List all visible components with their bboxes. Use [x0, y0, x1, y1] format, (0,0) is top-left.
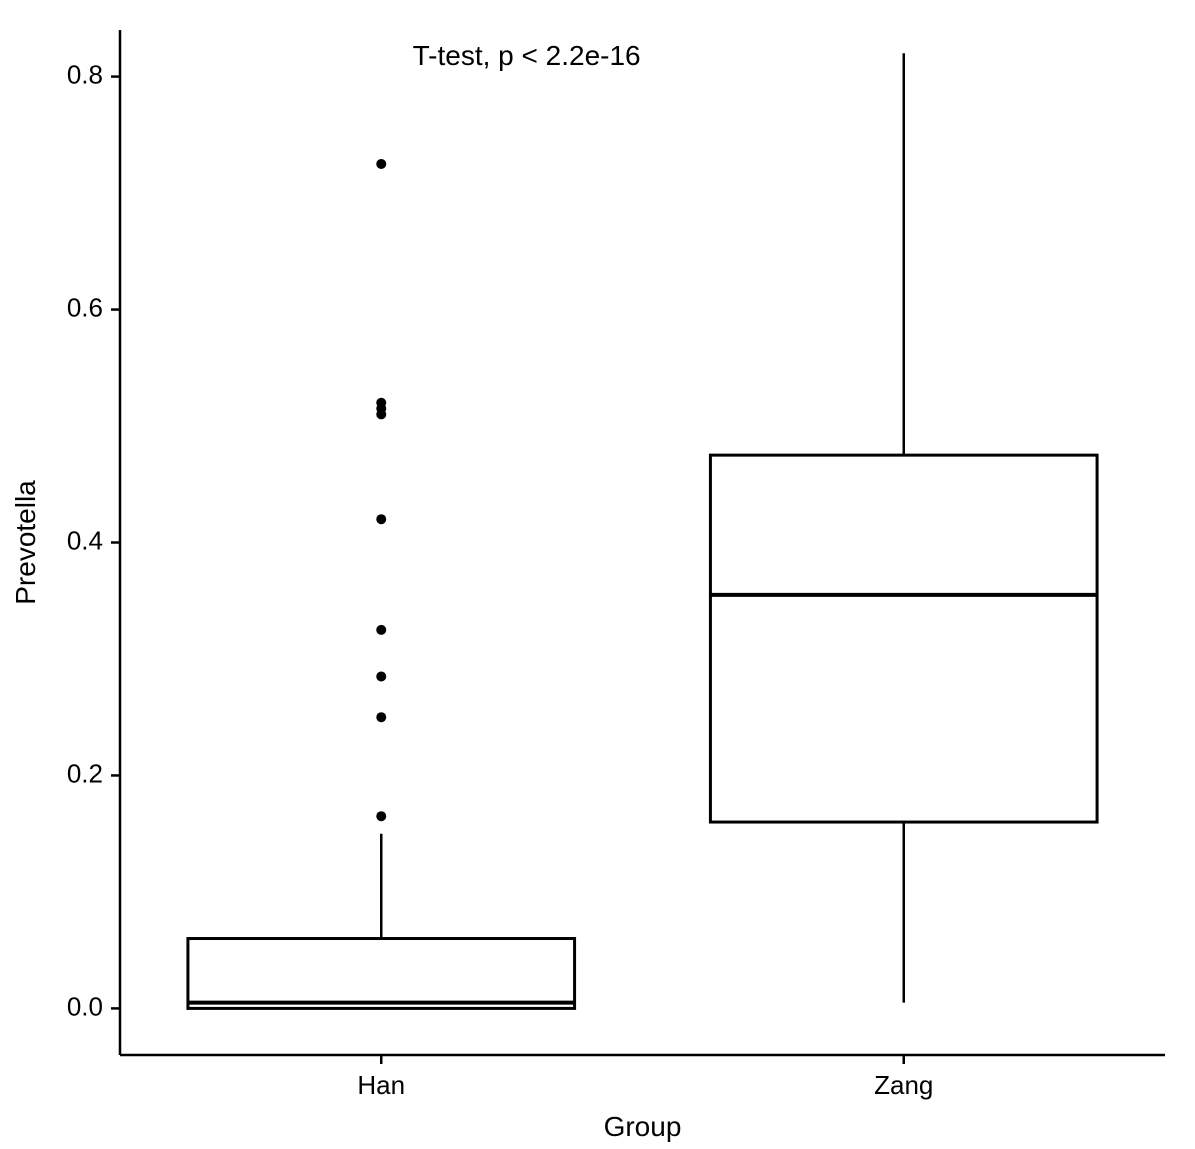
outlier-point: [376, 811, 386, 821]
chart-svg: 0.0 0.2 0.4 0.6 0.8 Han Zang Prevotella Group T-t…: [0, 0, 1195, 1149]
y-tick-label: 0.8: [67, 59, 103, 89]
y-tick-label: 0.6: [67, 292, 103, 322]
x-axis-label: Group: [604, 1111, 682, 1142]
outlier-point: [376, 712, 386, 722]
outlier-point: [376, 671, 386, 681]
box: [710, 455, 1097, 822]
x-tick-label: Han: [357, 1070, 405, 1100]
box: [188, 939, 575, 1009]
y-tick-label: 0.0: [67, 991, 103, 1021]
y-tick-label: 0.2: [67, 758, 103, 788]
outlier-point: [376, 625, 386, 635]
outlier-point: [376, 159, 386, 169]
x-tick-label: Zang: [874, 1070, 933, 1100]
boxplot-chart: 0.0 0.2 0.4 0.6 0.8 Han Zang Prevotella Group T-t…: [0, 0, 1195, 1149]
outlier-point: [376, 514, 386, 524]
outlier-point: [376, 398, 386, 408]
y-axis-label: Prevotella: [10, 480, 41, 605]
y-tick-label: 0.4: [67, 525, 103, 555]
stat-annotation: T-test, p < 2.2e-16: [413, 40, 641, 71]
